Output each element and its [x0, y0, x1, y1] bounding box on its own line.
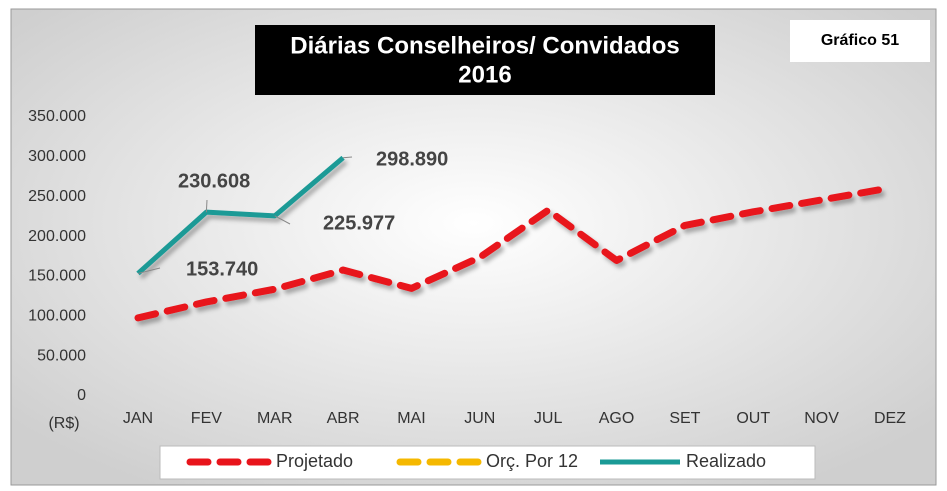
x-tick-label: MAI: [397, 410, 425, 427]
legend-label: Projetado: [276, 451, 353, 471]
chart-title: Diárias Conselheiros/ Convidados: [290, 32, 679, 59]
label-leader: [137, 267, 161, 274]
badge-box: [790, 20, 930, 62]
y-axis-label: (R$): [48, 415, 79, 432]
legend-label: Orç. Por 12: [486, 451, 578, 471]
x-tick-label: AGO: [599, 410, 635, 427]
y-tick-label: 0: [77, 387, 86, 404]
x-tick-label: NOV: [804, 410, 839, 427]
data-label: 225.977: [323, 212, 395, 234]
x-tick-label: SET: [669, 410, 700, 427]
data-label: 230.608: [178, 170, 250, 192]
y-tick-label: 100.000: [28, 308, 86, 325]
x-tick-label: JUN: [464, 410, 495, 427]
x-tick-label: MAR: [257, 410, 293, 427]
y-tick-label: 200.000: [28, 228, 86, 245]
y-tick-label: 150.000: [28, 268, 86, 285]
title-box: [255, 25, 715, 95]
data-label: 153.740: [186, 258, 258, 280]
label-leader: [274, 215, 291, 225]
chart-subtitle: 2016: [458, 61, 511, 88]
x-tick-label: OUT: [736, 410, 770, 427]
y-tick-label: 350.000: [28, 108, 86, 125]
label-leader: [205, 199, 208, 213]
badge: Gráfico 51: [821, 32, 899, 49]
legend-box: [159, 445, 816, 480]
series-line: [136, 155, 345, 276]
y-tick-label: 250.000: [28, 188, 86, 205]
series-line: [134, 184, 894, 322]
y-tick-label: 50.000: [37, 347, 86, 364]
y-tick-label: 300.000: [28, 148, 86, 165]
x-tick-label: JAN: [123, 410, 153, 427]
x-tick-label: FEV: [191, 410, 222, 427]
data-label: 298.890: [376, 148, 448, 170]
x-tick-label: JUL: [534, 410, 563, 427]
x-tick-label: ABR: [327, 410, 360, 427]
x-tick-label: DEZ: [874, 410, 906, 427]
label-leader: [343, 156, 353, 159]
legend-label: Realizado: [686, 451, 766, 471]
